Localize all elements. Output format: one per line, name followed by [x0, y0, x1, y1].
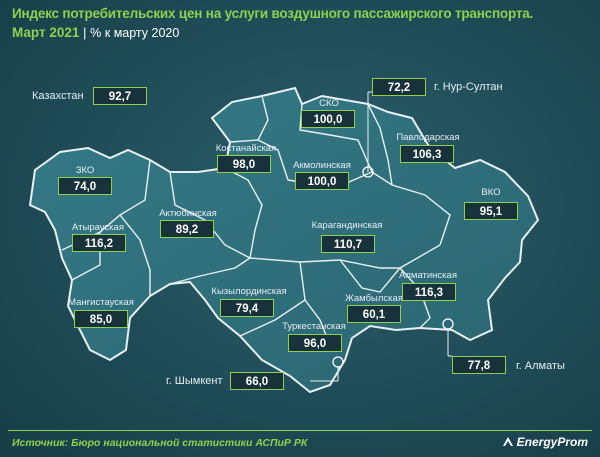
region-label-zhambyl: Жамбылская [345, 293, 403, 304]
country-label: Казахстан [32, 90, 84, 102]
region-label-aktobe: Актюбинская [159, 208, 217, 219]
region-label-atyrau: Атырауская [72, 222, 124, 233]
region-label-kyzylorda: Кызылординская [211, 286, 287, 297]
source-note: Источник: Бюро национальной статистики А… [12, 437, 308, 449]
region-label-pavlodar: Павлодарская [396, 132, 460, 143]
region-value-zhambyl: 60,1 [347, 305, 401, 323]
region-label-karaganda: Карагандинская [311, 220, 383, 231]
energyprom-logo: EnergyProm [501, 435, 588, 449]
region-label-mangistau: Мангистауская [68, 297, 134, 308]
region-value-almaty-obl: 116,3 [402, 283, 456, 301]
country-outline [28, 86, 540, 394]
region-label-zko: ЗКО [75, 165, 95, 176]
region-value-kyzylorda: 79,4 [220, 299, 274, 317]
city-value-nur-sultan: 72,2 [372, 78, 426, 96]
city-value-shymkent: 66,0 [230, 372, 284, 390]
city-label-almaty: г. Алматы [516, 360, 565, 372]
region-label-sko: СКО [319, 98, 339, 109]
city-value-almaty: 77,8 [452, 356, 506, 374]
subtitle-period: Март 2021 [12, 25, 80, 40]
region-value-turkestan: 96,0 [288, 334, 342, 352]
logo-text: EnergyProm [516, 435, 588, 449]
footer-divider [8, 430, 592, 431]
shymkent-marker [332, 356, 344, 368]
chart-subtitle: Март 2021 | % к марту 2020 [12, 25, 179, 40]
region-value-karaganda: 110,7 [321, 235, 375, 253]
region-value-kostanay: 98,0 [217, 155, 271, 173]
leader-lines [310, 91, 452, 382]
city-label-nur-sultan: г. Нур-Султан [434, 81, 503, 93]
country-value: 92,7 [93, 87, 147, 105]
nur-sultan-marker [362, 166, 374, 178]
region-value-vko: 95,1 [464, 202, 518, 220]
region-value-pavlodar: 106,3 [400, 145, 454, 163]
city-label-shymkent: г. Шымкент [166, 375, 223, 387]
almaty-marker [442, 318, 454, 330]
subtitle-separator: | [83, 26, 87, 40]
region-label-akmola: Акмолинская [293, 160, 351, 171]
region-label-turkestan: Туркестанская [282, 321, 346, 332]
region-value-aktobe: 89,2 [160, 220, 214, 238]
region-value-sko: 100,0 [301, 110, 355, 128]
logo-mark-icon [502, 437, 513, 446]
region-value-atyrau: 116,2 [72, 234, 126, 252]
subtitle-unit: % к марту 2020 [90, 26, 180, 40]
chart-title: Индекс потребительских цен на услуги воз… [12, 6, 534, 21]
region-value-akmola: 100,0 [295, 172, 349, 190]
region-label-kostanay: Костанайская [215, 143, 277, 154]
region-label-vko: ВКО [481, 187, 501, 198]
region-label-almaty-obl: Алматинская [399, 270, 457, 281]
region-value-mangistau: 85,0 [74, 310, 128, 328]
region-value-zko: 74,0 [58, 177, 112, 195]
